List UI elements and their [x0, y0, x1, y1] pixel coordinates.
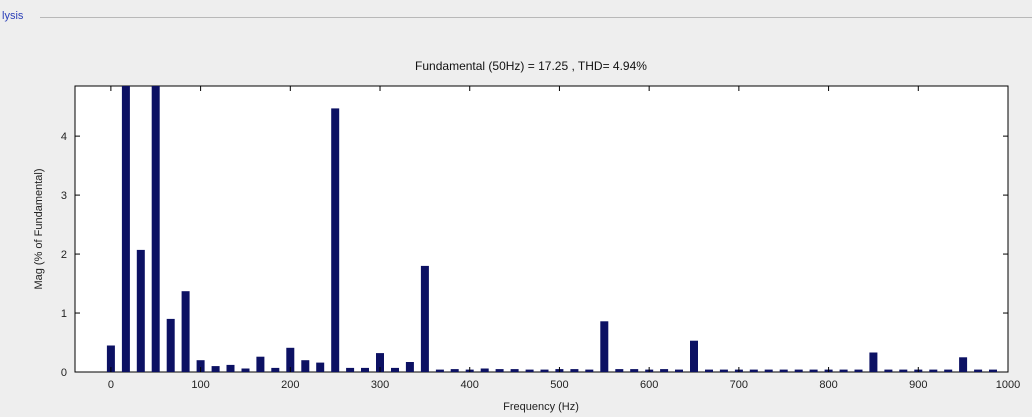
x-tick-label: 700 — [730, 379, 748, 391]
y-tick-label: 2 — [61, 249, 67, 261]
bar-0-27 — [510, 369, 519, 372]
bars-group — [106, 86, 997, 373]
bar-0-59 — [989, 369, 997, 372]
bar-0-57 — [959, 357, 968, 372]
bar-0-25 — [480, 368, 489, 372]
bar-0-2 — [136, 249, 145, 372]
bar-0-22 — [435, 369, 444, 372]
y-tick-label: 1 — [61, 308, 67, 320]
bar-0-45 — [779, 369, 788, 372]
x-tick-label: 300 — [371, 379, 389, 391]
x-tick-label: 800 — [819, 379, 837, 391]
bar-0-37 — [660, 369, 669, 372]
bar-0-53 — [899, 369, 908, 372]
bar-0-16 — [346, 367, 355, 372]
bar-0-55 — [929, 369, 938, 372]
x-tick-label: 1000 — [996, 379, 1020, 391]
panel-frame-line — [40, 17, 1032, 18]
bar-0-39 — [690, 340, 698, 372]
bar-0-20 — [405, 362, 414, 372]
bar-0-41 — [719, 369, 728, 372]
bar-0-13 — [301, 360, 310, 372]
y-tick-label: 0 — [61, 367, 67, 379]
x-tick-label: 400 — [461, 379, 479, 391]
chart-title: Fundamental (50Hz) = 17.25 , THD= 4.94% — [415, 59, 647, 73]
panel-title: lysis — [2, 10, 27, 22]
bar-0-1 — [121, 86, 130, 372]
x-tick-label: 0 — [108, 379, 114, 391]
bar-0-23 — [450, 369, 459, 372]
bar-0-34 — [615, 369, 624, 372]
bar-0-49 — [839, 369, 848, 372]
bar-0-7 — [211, 366, 220, 372]
bar-0-14 — [316, 362, 325, 372]
bar-0-47 — [809, 369, 818, 372]
y-axis-label: Mag (% of Fundamental) — [33, 168, 45, 289]
bar-0-17 — [361, 367, 369, 372]
bar-0-32 — [585, 369, 594, 372]
bar-0-12 — [286, 347, 295, 372]
bar-0-15 — [331, 108, 340, 373]
bar-0-38 — [675, 369, 683, 372]
x-tick-label: 600 — [640, 379, 658, 391]
bar-0-40 — [705, 369, 713, 372]
bar-0-21 — [420, 265, 429, 372]
x-axis-label: Frequency (Hz) — [503, 401, 579, 413]
bar-0-28 — [525, 369, 534, 372]
bar-0-35 — [630, 369, 639, 372]
bar-0-52 — [884, 369, 893, 372]
bar-0-43 — [749, 369, 758, 372]
bar-0-5 — [181, 291, 190, 372]
bar-0-19 — [391, 367, 399, 372]
bar-0-4 — [166, 318, 175, 372]
bar-0-9 — [241, 368, 250, 372]
bar-0-18 — [376, 353, 384, 372]
plot-area — [74, 85, 1009, 373]
bar-0-6 — [196, 360, 205, 372]
bar-0-56 — [944, 369, 953, 372]
bar-0-51 — [869, 352, 878, 372]
y-tick-label: 4 — [61, 131, 67, 143]
y-tick-label: 3 — [61, 190, 67, 202]
bar-0-0 — [106, 345, 115, 372]
bar-0-11 — [271, 367, 280, 372]
x-tick-label: 100 — [191, 379, 209, 391]
x-tick-label: 200 — [281, 379, 299, 391]
x-tick-label: 900 — [909, 379, 927, 391]
bar-0-44 — [764, 369, 773, 372]
bar-0-3 — [151, 86, 160, 372]
bar-0-46 — [794, 369, 803, 372]
ticks-group: 0 100 200 300 400 500 600 700 800 900 1000 0 1 2 3 4 — [61, 86, 1020, 391]
x-tick-label: 500 — [550, 379, 568, 391]
bar-0-50 — [854, 369, 863, 372]
bar-0-58 — [974, 369, 983, 372]
bar-0-29 — [540, 369, 549, 372]
bar-0-31 — [570, 369, 579, 372]
bar-0-10 — [256, 356, 265, 372]
bar-0-33 — [600, 321, 609, 372]
bar-0-26 — [495, 369, 504, 372]
bar-0-8 — [226, 364, 235, 372]
